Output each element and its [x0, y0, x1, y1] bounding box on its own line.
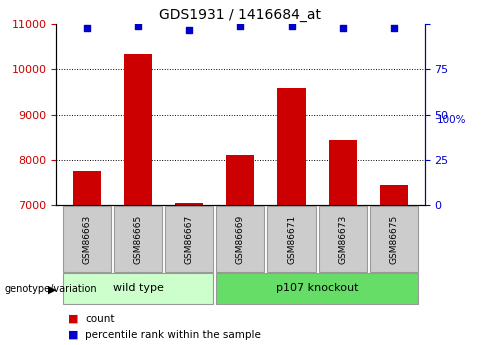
Bar	[226, 156, 254, 205]
Point	[287, 23, 295, 29]
Text: GSM86667: GSM86667	[184, 214, 194, 264]
FancyBboxPatch shape	[114, 206, 162, 272]
Point	[339, 25, 346, 30]
Point	[237, 23, 244, 29]
FancyBboxPatch shape	[216, 273, 418, 304]
Text: count: count	[85, 314, 115, 324]
Text: GSM86663: GSM86663	[82, 214, 91, 264]
Title: GDS1931 / 1416684_at: GDS1931 / 1416684_at	[160, 8, 321, 22]
Point	[390, 25, 398, 30]
Text: genotype/variation: genotype/variation	[5, 284, 98, 294]
FancyBboxPatch shape	[216, 206, 264, 272]
Text: GSM86665: GSM86665	[134, 214, 142, 264]
Text: ■: ■	[68, 314, 79, 324]
Point	[185, 27, 193, 32]
Point	[83, 25, 91, 30]
Text: GSM86673: GSM86673	[338, 214, 347, 264]
Text: GSM86671: GSM86671	[287, 214, 296, 264]
Bar	[278, 88, 305, 205]
Text: ▶: ▶	[48, 285, 57, 295]
FancyBboxPatch shape	[319, 206, 367, 272]
Text: ■: ■	[68, 330, 79, 339]
Bar	[328, 140, 357, 205]
FancyBboxPatch shape	[267, 206, 316, 272]
FancyBboxPatch shape	[165, 206, 213, 272]
Bar	[73, 171, 101, 205]
Point	[134, 23, 142, 29]
Y-axis label: 100%: 100%	[436, 115, 466, 125]
Text: p107 knockout: p107 knockout	[276, 283, 358, 293]
Text: GSM86675: GSM86675	[389, 214, 398, 264]
FancyBboxPatch shape	[370, 206, 418, 272]
Text: wild type: wild type	[113, 283, 163, 293]
FancyBboxPatch shape	[63, 206, 111, 272]
Text: GSM86669: GSM86669	[236, 214, 245, 264]
Bar	[124, 53, 152, 205]
Bar	[175, 203, 203, 205]
Bar	[380, 185, 408, 205]
Text: percentile rank within the sample: percentile rank within the sample	[85, 330, 261, 339]
FancyBboxPatch shape	[63, 273, 213, 304]
